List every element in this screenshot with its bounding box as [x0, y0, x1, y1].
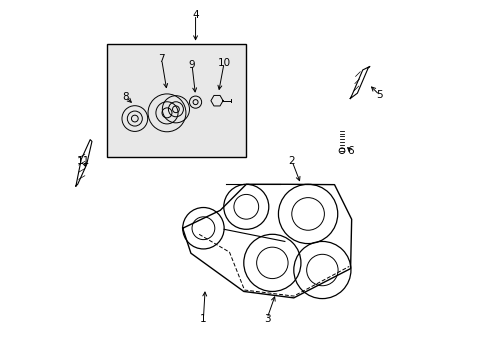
Text: 6: 6: [347, 146, 353, 156]
Text: 10: 10: [217, 58, 230, 68]
Text: 9: 9: [188, 60, 195, 69]
Bar: [107, 44, 246, 157]
Text: 8: 8: [122, 92, 129, 102]
Text: 5: 5: [375, 90, 382, 100]
Text: 7: 7: [158, 54, 164, 64]
Text: 11: 11: [77, 156, 90, 166]
Text: 4: 4: [192, 10, 199, 19]
Text: 3: 3: [263, 314, 270, 324]
Text: 2: 2: [288, 156, 295, 166]
Text: 1: 1: [200, 314, 206, 324]
